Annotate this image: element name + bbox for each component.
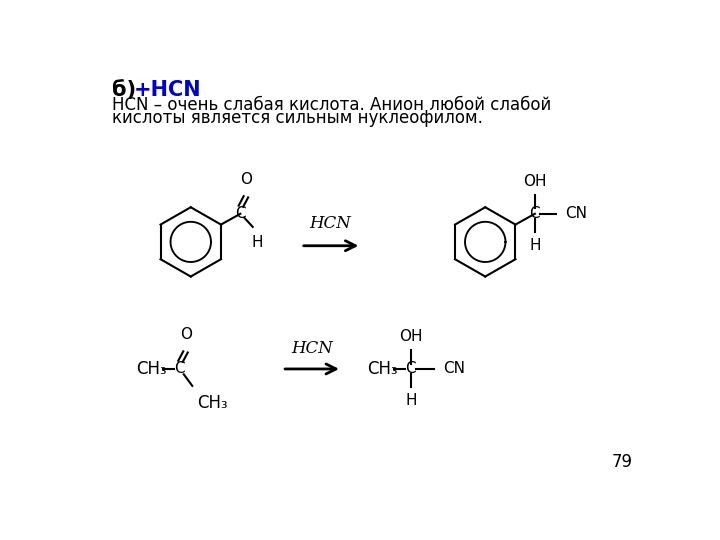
Text: C: C [235,206,246,221]
Text: C: C [174,361,185,376]
Text: C: C [529,206,540,221]
Text: H: H [405,393,417,408]
Text: 79: 79 [611,454,632,471]
Text: C: C [405,361,416,376]
Text: HCN: HCN [310,215,351,232]
Text: OH: OH [399,329,423,345]
Text: б): б) [112,80,143,100]
Text: H: H [251,234,263,249]
Text: CN: CN [444,361,465,376]
Text: CH₃: CH₃ [137,360,167,378]
Text: OH: OH [523,174,546,189]
Text: CH₃: CH₃ [367,360,398,378]
Text: H: H [529,238,541,253]
Text: +HCN: +HCN [133,80,201,100]
Text: кислоты является сильным нуклеофилом.: кислоты является сильным нуклеофилом. [112,110,482,127]
Text: CH₃: CH₃ [197,394,228,411]
Text: HCN – очень слабая кислота. Анион любой слабой: HCN – очень слабая кислота. Анион любой … [112,96,551,113]
Text: CN: CN [565,206,587,220]
Text: O: O [180,327,192,342]
Text: O: O [240,172,253,187]
Text: HCN: HCN [291,340,333,356]
